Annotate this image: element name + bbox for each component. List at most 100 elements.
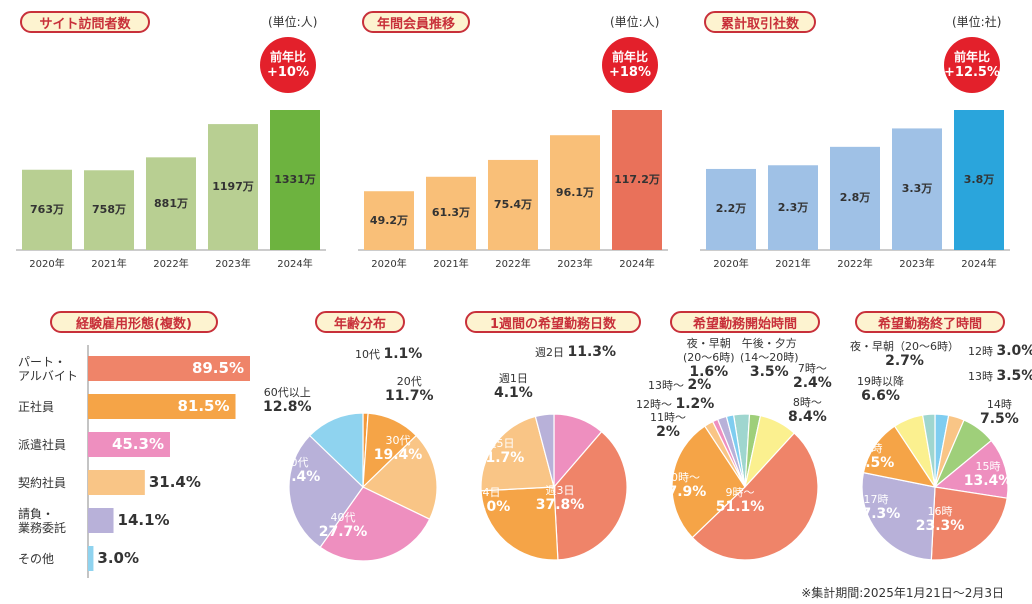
bar [84, 170, 134, 250]
slice-label: 10時〜 27.9% [658, 471, 707, 500]
slice-percent: 27.9% [657, 484, 707, 500]
bar [270, 110, 320, 250]
slice-label: 18時 12.5% [846, 442, 895, 471]
slice-percent: 8.4% [788, 409, 827, 425]
bar [612, 110, 662, 250]
slice-label: 週4日 25.0% [462, 486, 511, 515]
pie-slice [725, 414, 746, 488]
x-tick-label: 2021年 [433, 259, 469, 270]
category-label: 正社員 [18, 400, 55, 414]
pie-slice [691, 432, 819, 561]
category-label: 契約社員 [18, 476, 67, 490]
slice-name: 週2日 [535, 346, 564, 359]
slice-percent: 3.5% [996, 368, 1032, 384]
bar-value-label: 1331万 [274, 173, 316, 186]
slice-name: 18時 [857, 442, 883, 455]
x-tick-label: 2020年 [29, 259, 65, 270]
slice-name: 30代 [385, 434, 411, 447]
slice-label: 11時〜 2% [650, 411, 686, 440]
yoy-badge: 前年比 +18% [602, 37, 658, 93]
pie-slice [480, 486, 559, 561]
bar [830, 146, 880, 250]
x-tick-label: 2023年 [899, 259, 935, 270]
chart-title: サイト訪問者数 [20, 11, 150, 33]
slice-percent: 2.7% [885, 353, 924, 369]
slice-name: 9時〜 [725, 486, 755, 499]
category-label: その他 [18, 552, 55, 566]
bar [954, 110, 1004, 250]
slice-label: 13時〜 2% [648, 378, 711, 393]
bar [768, 165, 818, 250]
slice-name: 40代 [330, 511, 356, 524]
category-label: 請負・ 業務委託 [18, 507, 67, 535]
chart-title: 1週間の希望勤務日数 [465, 311, 641, 333]
bar-value-label: 881万 [154, 196, 188, 210]
slice-name: 8時〜 [792, 396, 822, 409]
pie-slice [288, 434, 364, 549]
slice-name: 13時 [968, 370, 993, 383]
pie-slice [534, 413, 555, 488]
bar [22, 169, 72, 250]
yoy-badge-value: +12.5% [944, 65, 1000, 80]
chart-title: 年間会員推移 [362, 11, 470, 33]
slice-name: 週3日 [545, 484, 575, 497]
slice-name: 10代 [355, 348, 380, 361]
yoy-badge-value: +10% [266, 65, 309, 80]
bar [208, 124, 258, 250]
slice-percent: 7.5% [980, 411, 1019, 427]
survey-period-note: ※集計期間:2025年1月21日～2月3日 [801, 586, 1004, 600]
x-tick-label: 2024年 [961, 259, 997, 270]
slice-name: 19時以降 [857, 375, 904, 388]
x-tick-label: 2020年 [371, 259, 407, 270]
slice-label: 夜・早朝（20〜6時） 2.7% [850, 340, 959, 369]
slice-percent: 4.1% [494, 385, 533, 401]
slice-name: 12時 [968, 345, 993, 358]
bar [706, 168, 756, 250]
slice-label: 14時 7.5% [980, 398, 1019, 427]
slice-name: 15時 [975, 460, 1001, 473]
slice-percent: 51.1% [715, 499, 765, 515]
bar [426, 176, 476, 250]
slice-name: 夜・早朝（20〜6時） [850, 340, 959, 353]
slice-percent: 11.7% [385, 388, 434, 404]
x-tick-label: 2021年 [91, 259, 127, 270]
unit-label: (単位:社) [952, 15, 1002, 29]
slice-percent: 21.7% [475, 450, 525, 466]
slice-label: 夜・早朝 (20〜6時) 1.6% [683, 337, 735, 380]
slice-label: 17時 27.3% [852, 493, 901, 522]
bar-value-label: 61.3万 [431, 206, 471, 220]
bar [550, 135, 600, 250]
bar-value-label: 763万 [30, 202, 64, 216]
unit-label: (単位:人) [268, 15, 318, 29]
chart-title: 希望勤務終了時間 [855, 311, 1005, 333]
unit-label: (単位:人) [610, 15, 660, 29]
bar-value-label: 1197万 [212, 180, 254, 194]
slice-name: 夜・早朝 (20〜6時) [683, 337, 735, 364]
chart-title: 年齢分布 [315, 311, 405, 333]
x-tick-label: 2022年 [837, 259, 873, 270]
pie-slice [308, 412, 364, 489]
bar [364, 191, 414, 250]
bar [88, 432, 170, 457]
slice-name: 10時〜 [663, 471, 700, 484]
bar-value-label: 14.1% [117, 511, 170, 529]
category-label: 派遣社員 [18, 438, 67, 452]
bar-value-label: 117.2万 [614, 173, 660, 186]
yoy-badge-value: +18% [608, 65, 651, 80]
slice-name: 週4日 [471, 486, 501, 499]
bar-value-label: 2.3万 [777, 200, 809, 214]
bar-value-label: 3.3万 [901, 182, 933, 196]
pie-slice [930, 486, 1008, 561]
bar [892, 128, 942, 250]
slice-percent: 19.4% [373, 447, 423, 463]
slice-label: 8時〜 8.4% [788, 396, 827, 425]
yoy-badge-label: 前年比 [611, 50, 648, 64]
x-tick-label: 2023年 [215, 259, 251, 270]
slice-percent: 2% [687, 377, 712, 393]
x-tick-label: 2022年 [153, 259, 189, 270]
slice-percent: 1.6% [689, 364, 729, 380]
slice-label: 週5日 21.7% [476, 437, 525, 466]
slice-percent: 23.3% [915, 518, 965, 534]
